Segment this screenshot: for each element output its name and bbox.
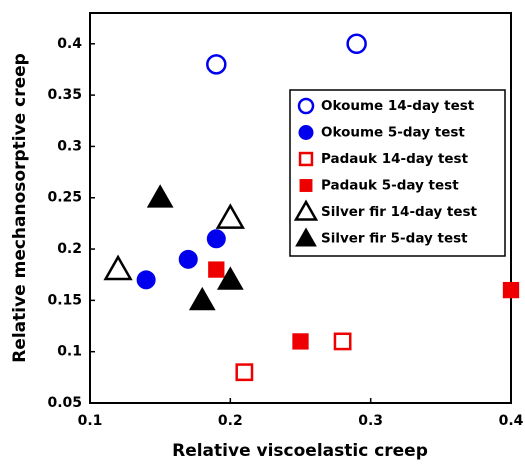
y-tick-label: 0.2: [57, 241, 82, 257]
x-tick-label: 0.1: [78, 413, 103, 429]
marker: [188, 286, 216, 311]
marker: [292, 333, 309, 350]
x-axis-label: Relative viscoelastic creep: [172, 441, 428, 461]
marker: [136, 270, 156, 290]
legend-marker: [298, 125, 314, 140]
marker: [502, 281, 520, 299]
marker: [146, 184, 174, 208]
y-axis-label: Relative mechanosorptive creep: [10, 53, 30, 363]
x-tick-label: 0.2: [218, 413, 243, 429]
legend-marker: [297, 97, 315, 115]
legend-label: Okoume 5-day test: [321, 125, 465, 141]
marker: [216, 266, 244, 290]
x-tick-label: 0.4: [499, 413, 524, 429]
legend-label: Okoume 14-day test: [321, 98, 475, 114]
marker: [208, 261, 225, 278]
legend-label: Silver fir 14-day test: [321, 204, 478, 220]
legend-marker: [298, 151, 314, 167]
y-tick-label: 0.05: [47, 395, 82, 411]
legend-label: Padauk 5-day test: [321, 178, 459, 194]
marker: [215, 203, 245, 229]
legend-box: [289, 89, 506, 257]
marker: [178, 249, 198, 269]
marker: [346, 33, 367, 55]
marker: [206, 229, 226, 249]
y-tick-label: 0.15: [47, 292, 82, 308]
plot-frame: [89, 12, 512, 404]
marker: [206, 54, 227, 75]
y-tick-label: 0.25: [47, 190, 82, 206]
marker: [103, 254, 133, 281]
marker: [235, 363, 254, 382]
y-tick-label: 0.1: [57, 344, 82, 360]
y-tick-label: 0.4: [57, 36, 82, 52]
x-tick-label: 0.3: [358, 413, 383, 429]
legend-marker: [299, 179, 313, 192]
legend-marker: [295, 227, 317, 247]
y-tick-label: 0.35: [47, 87, 82, 103]
y-tick-label: 0.3: [57, 138, 82, 154]
legend-marker: [293, 199, 319, 221]
marker: [333, 332, 352, 351]
legend-label: Padauk 14-day test: [321, 151, 469, 167]
legend-label: Silver fir 5-day test: [321, 231, 468, 247]
